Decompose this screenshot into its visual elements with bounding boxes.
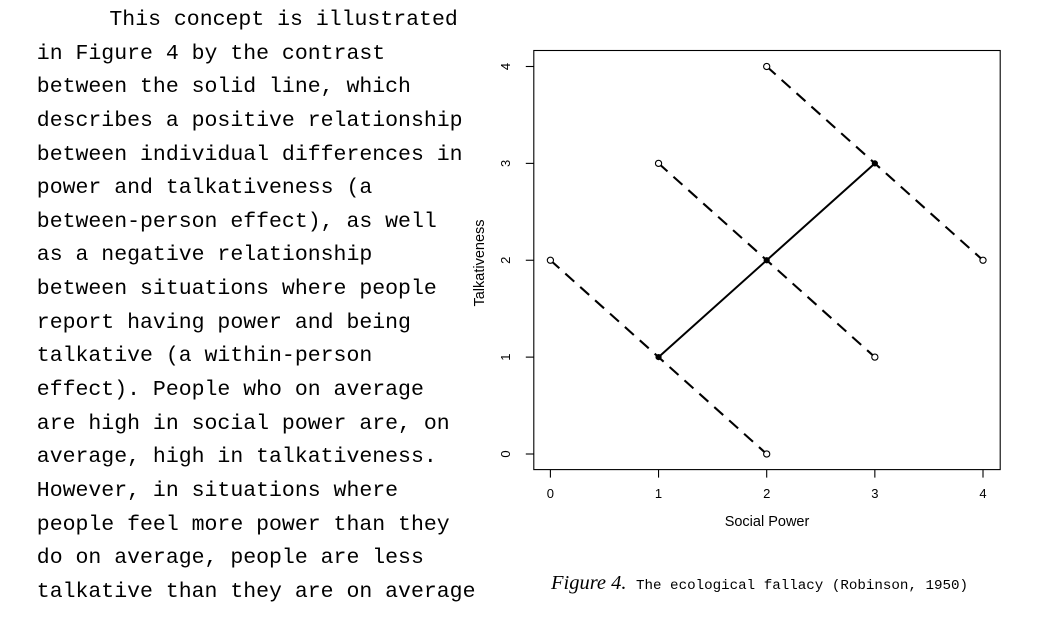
svg-text:4: 4 [498, 63, 513, 70]
svg-text:1: 1 [655, 486, 662, 501]
svg-text:The ecological fallacy (Robins: The ecological fallacy (Robinson, 1950) [636, 578, 968, 594]
svg-text:Figure 4.: Figure 4. [550, 572, 627, 594]
svg-text:0: 0 [547, 486, 554, 501]
svg-text:Talkativeness: Talkativeness [472, 219, 488, 306]
svg-text:4: 4 [979, 486, 986, 501]
svg-text:2: 2 [763, 486, 770, 501]
svg-text:1: 1 [498, 354, 513, 361]
svg-text:3: 3 [871, 486, 878, 501]
svg-text:2: 2 [498, 257, 513, 264]
svg-text:3: 3 [498, 160, 513, 167]
svg-text:Social Power: Social Power [725, 514, 810, 530]
svg-text:0: 0 [498, 450, 513, 457]
